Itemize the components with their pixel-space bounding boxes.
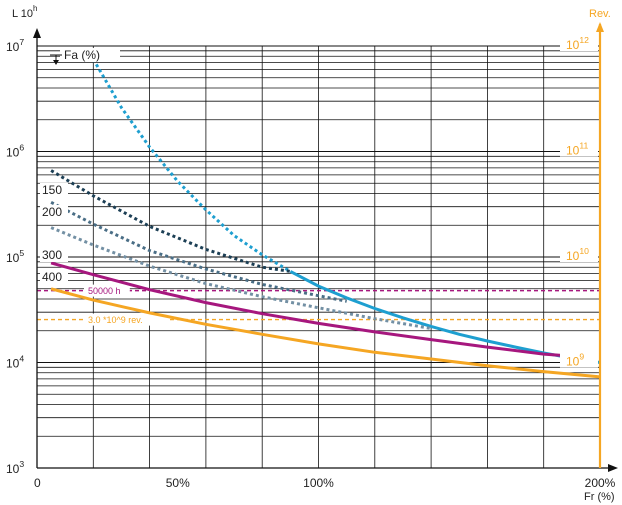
axes [33,22,618,472]
fa-legend-bg [60,48,120,62]
rev-tick-label: 109 [566,352,584,369]
fa-legend-label: Fa (%) [64,48,100,62]
rev-tick-label-bg [560,37,598,51]
reference-lines: 50000 h 3.0 *10^9 rev. [37,284,600,326]
rev-tick-label-bg [560,353,598,368]
reference-label: 50000 h [88,286,121,296]
fa-value-label: 400 [42,270,62,284]
y-tick-label: 104 [6,354,24,371]
fa-value-bg [40,248,68,262]
y-tick-label: 106 [6,143,24,160]
grid-lines [37,45,600,469]
rev-tick-label: 1012 [566,35,589,52]
rev-axis-title: Rev. [589,8,611,20]
axis-labels: 103 104 105 106 107 L 10h 0 50% 100% 200%Fr (%) 10… [6,4,616,503]
x-tick-label: 50% [166,476,190,490]
fa-value-bg [40,183,68,197]
fa-value-label: 300 [42,248,62,262]
series-line [50,200,347,303]
series-line [50,287,601,379]
y-tick-label: 103 [6,459,24,476]
rev-tick-label: 1011 [566,141,589,158]
reference-label: 3.0 *10^9 rev. [88,315,143,325]
rev-tick-label: 1010 [566,246,589,263]
fa-value-bg [40,270,68,284]
rev-axis-arrow [596,22,604,32]
x-tick-label: 0 [34,476,41,490]
rev-tick-label-bg [560,248,598,262]
series-line [92,58,292,273]
y-axis-title: L 10h [12,4,37,20]
fa-value-label: 200 [42,205,62,219]
series-lines [50,58,601,379]
fa-legend-arrow-head [53,60,59,65]
rev-tick-label-bg [560,142,598,157]
reference-label-bg [84,284,130,297]
x-axis-title: Fr (%) [584,491,615,503]
fa-value-bg [40,205,68,219]
reference-label-bg [84,313,168,326]
series-line [50,226,432,330]
x-axis-arrow [608,464,618,472]
y-axis-arrow [33,28,41,38]
series-line [289,270,601,364]
series-line [50,261,573,358]
series-line [50,169,291,273]
y-tick-label: 107 [6,37,24,54]
x-tick-label: 200% [585,476,616,490]
y-tick-label: 105 [6,248,24,265]
fa-value-label: 150 [42,183,62,197]
x-tick-label: 100% [303,476,334,490]
